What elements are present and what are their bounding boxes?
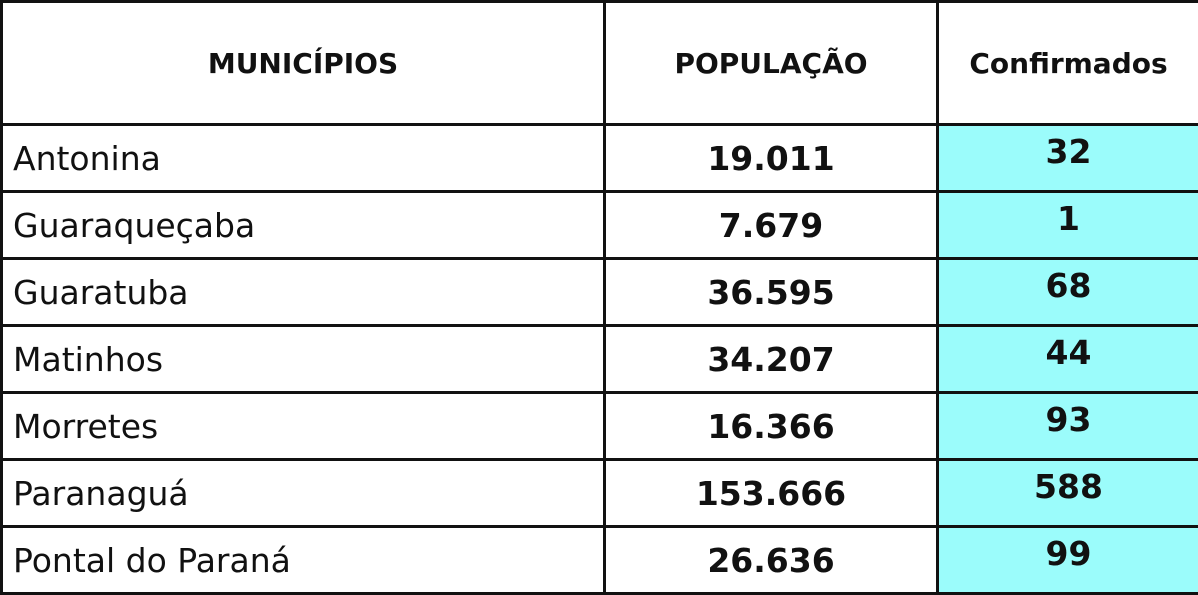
table-cell: 7.679 — [605, 192, 938, 259]
header-cell: MUNICÍPIOS — [2, 2, 605, 125]
table-cell: Guaraqueçaba — [2, 192, 605, 259]
table-cell: 32 — [938, 125, 1198, 192]
table-cell: Pontal do Paraná — [2, 527, 605, 594]
table-cell: 19.011 — [605, 125, 938, 192]
table-cell: Matinhos — [2, 326, 605, 393]
table-cell: 36.595 — [605, 259, 938, 326]
table-cell: Antonina — [2, 125, 605, 192]
table-cell: 99 — [938, 527, 1198, 594]
table-cell: 1 — [938, 192, 1198, 259]
header-cell: Confirmados — [938, 2, 1198, 125]
table-cell: 34.207 — [605, 326, 938, 393]
table-cell: 44 — [938, 326, 1198, 393]
table-cell: Morretes — [2, 393, 605, 460]
table-cell: 588 — [938, 460, 1198, 527]
table-cell: 16.366 — [605, 393, 938, 460]
table-cell: 26.636 — [605, 527, 938, 594]
table-cell: 68 — [938, 259, 1198, 326]
table-cell: 93 — [938, 393, 1198, 460]
table-cell: Guaratuba — [2, 259, 605, 326]
header-cell: POPULAÇÃO — [605, 2, 938, 125]
table-cell: 153.666 — [605, 460, 938, 527]
table-cell: Paranaguá — [2, 460, 605, 527]
